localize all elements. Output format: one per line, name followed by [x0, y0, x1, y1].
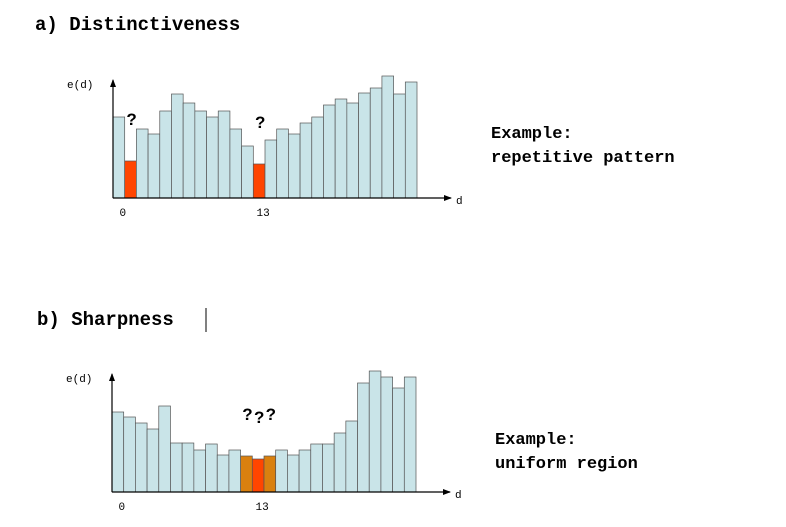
y-axis-label: e(d) [66, 374, 92, 386]
bar [194, 110, 207, 199]
bar [403, 376, 417, 493]
bar-note: ? [255, 113, 265, 132]
x-tick-label: 13 [257, 208, 270, 220]
bar [275, 449, 288, 493]
bar [206, 116, 219, 199]
bar [380, 376, 393, 493]
bar [288, 133, 301, 199]
bar [171, 93, 184, 199]
bar [381, 75, 394, 199]
bar [333, 432, 347, 493]
x-axis-label: d [456, 196, 463, 208]
bar-note: ? [254, 408, 264, 427]
bar [299, 122, 313, 199]
example-text: repetitive pattern [491, 149, 675, 168]
bar [217, 110, 231, 199]
example-text: Example: [491, 125, 573, 144]
x-axis-label: d [455, 490, 462, 502]
bar [170, 442, 183, 493]
bar [298, 449, 312, 493]
bar [369, 87, 383, 199]
bar-note: ? [266, 405, 276, 424]
chart-title: a) Distinctiveness [35, 14, 240, 36]
example-text: uniform region [495, 455, 638, 474]
bar [346, 102, 359, 199]
bar [158, 405, 171, 493]
bar [205, 443, 218, 493]
bar [263, 455, 277, 493]
bar [135, 422, 148, 493]
bar [159, 110, 172, 199]
bar [216, 454, 230, 493]
bar [322, 443, 335, 493]
bar [240, 455, 253, 493]
chart-title: b) Sharpness [37, 309, 174, 331]
bar [111, 411, 125, 493]
bar [228, 449, 241, 493]
example-text: Example: [495, 431, 577, 450]
bar [251, 458, 265, 493]
bar [323, 104, 336, 199]
bar [123, 416, 136, 493]
x-tick-label: 0 [119, 502, 126, 514]
x-tick-label: 13 [256, 502, 269, 514]
bar [112, 116, 126, 199]
bar [310, 443, 323, 493]
bar [392, 387, 405, 493]
bar [136, 128, 149, 199]
bar [393, 93, 406, 199]
bar [311, 116, 324, 199]
bar [124, 160, 137, 199]
bar [181, 442, 195, 493]
bar [345, 420, 358, 493]
bar [368, 370, 382, 493]
bar [276, 128, 289, 199]
bar [229, 128, 242, 199]
bar [357, 382, 370, 493]
y-axis-label: e(d) [67, 80, 93, 92]
bar [264, 139, 278, 199]
bar [334, 98, 348, 199]
bar-note: ? [242, 405, 252, 424]
bar [358, 92, 371, 199]
x-tick-label: 0 [120, 208, 127, 220]
bar [287, 454, 300, 493]
bar [182, 102, 196, 199]
bar [241, 145, 254, 199]
bar [193, 449, 206, 493]
bar-note: ? [126, 110, 136, 129]
bar [146, 428, 160, 493]
bar [252, 163, 266, 199]
bar [147, 133, 161, 199]
bar [404, 81, 418, 199]
